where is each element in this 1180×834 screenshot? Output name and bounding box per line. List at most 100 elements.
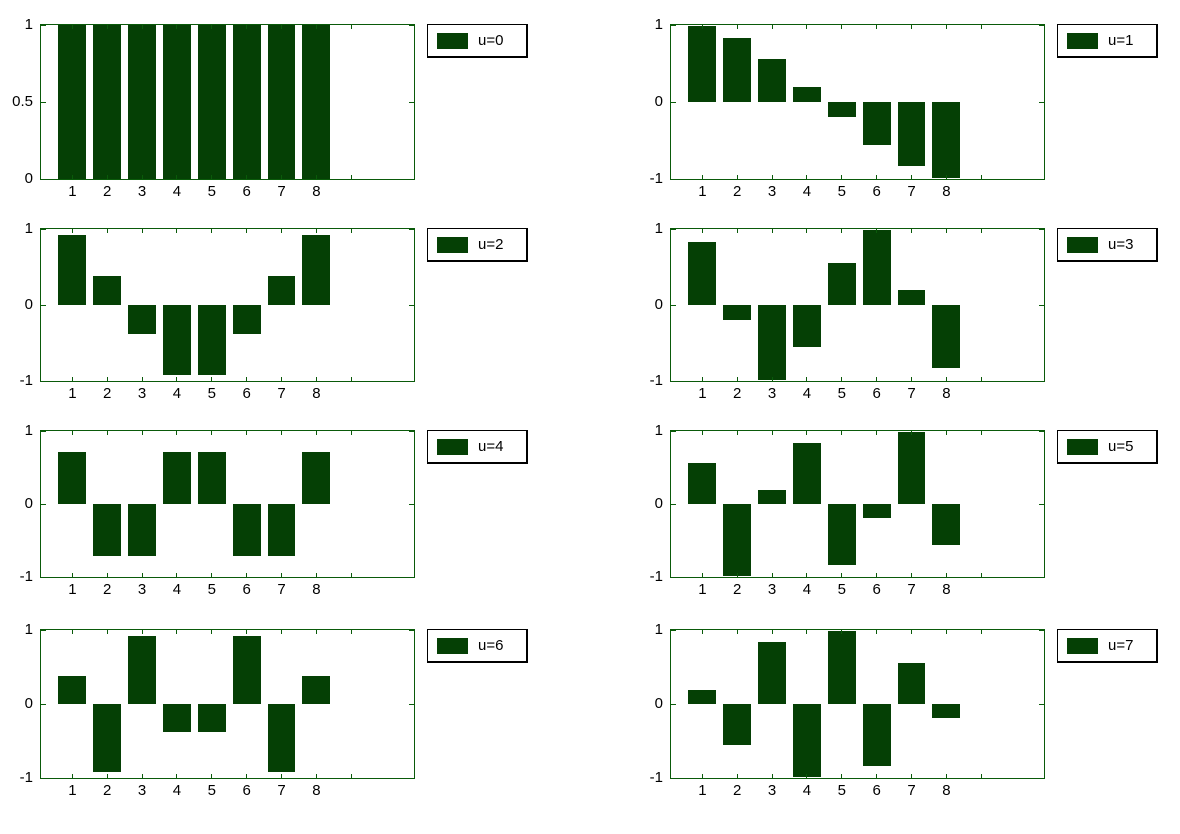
plot-area-u4: 1 2 3 4 5 6 7 8 -1 0 1 <box>20 422 415 597</box>
x-tick <box>736 573 738 577</box>
y-tick-right <box>1039 703 1044 705</box>
x-tick <box>246 377 248 381</box>
plot-area-u3: 1 2 3 4 5 6 7 8 -1 0 1 <box>650 220 1045 401</box>
x-tick-label: 2 <box>103 183 112 200</box>
y-tick <box>671 380 676 382</box>
y-tick <box>671 178 676 180</box>
x-tick <box>315 175 317 179</box>
bar-x4 <box>163 452 191 504</box>
x-tick <box>106 377 108 381</box>
x-tick <box>911 774 913 778</box>
legend-u7: u=7 <box>1057 629 1158 663</box>
x-tick-label: 3 <box>767 581 777 598</box>
x-tick-label: 7 <box>907 183 916 200</box>
bar-x1 <box>58 234 87 305</box>
x-tick-top <box>246 25 248 29</box>
x-tick-top <box>911 630 913 634</box>
y-tick-right <box>409 703 414 705</box>
x-tick-top <box>945 229 947 233</box>
y-tick <box>41 430 46 432</box>
x-tick-label: 5 <box>207 782 216 799</box>
bar-x1 <box>688 241 717 305</box>
y-tick-label: -1 <box>19 568 33 585</box>
bar-x7 <box>267 504 296 556</box>
y-tick <box>671 777 676 779</box>
x-tick <box>980 573 982 577</box>
x-tick <box>876 175 878 179</box>
y-tick-label: -1 <box>19 769 33 786</box>
y-tick-right <box>1039 430 1044 432</box>
x-tick-label: 1 <box>698 581 707 598</box>
bar-x1 <box>688 463 717 504</box>
legend-label: u=0 <box>478 32 504 49</box>
y-tick <box>41 503 46 505</box>
bar-x6 <box>862 102 891 145</box>
bar-x4 <box>163 704 191 733</box>
y-tick-right <box>409 304 414 306</box>
x-tick <box>176 774 178 778</box>
y-tick-label: 1 <box>24 16 33 33</box>
x-tick-label: 2 <box>733 581 742 598</box>
x-tick-label: 2 <box>103 385 112 402</box>
x-tick-top <box>876 431 878 435</box>
x-tick <box>211 573 213 577</box>
y-tick-label: 0 <box>24 296 33 313</box>
legend-u5: u=5 <box>1057 430 1158 464</box>
y-tick <box>671 703 676 705</box>
bar-x2 <box>723 305 752 320</box>
x-tick-label: 4 <box>802 782 812 799</box>
y-tick-right <box>409 24 414 26</box>
x-tick-top <box>701 431 703 435</box>
y-tick-label: 0 <box>24 170 33 187</box>
y-tick-label: 0 <box>24 495 33 512</box>
x-tick <box>246 573 248 577</box>
x-tick-top <box>841 25 843 29</box>
x-tick <box>736 175 738 179</box>
x-tick <box>736 377 738 381</box>
legend-u1: u=1 <box>1057 24 1158 58</box>
x-tick-label: 7 <box>907 385 916 402</box>
y-tick-label: 1 <box>654 621 663 638</box>
x-tick-top <box>246 630 248 634</box>
x-tick <box>911 175 913 179</box>
x-tick <box>71 377 73 381</box>
bar-x7 <box>267 704 296 773</box>
x-tick-label: 4 <box>802 385 812 402</box>
x-tick-top <box>911 25 913 29</box>
x-tick-top <box>736 229 738 233</box>
x-tick-label: 6 <box>872 782 881 799</box>
x-tick <box>315 573 317 577</box>
bar-x2 <box>723 704 752 746</box>
bar-x6 <box>232 305 261 335</box>
x-tick-label: 3 <box>767 782 777 799</box>
legend-swatch-icon <box>1067 637 1098 654</box>
y-tick <box>671 24 676 26</box>
x-tick-top <box>141 25 143 29</box>
x-tick <box>71 175 73 179</box>
x-tick <box>841 175 843 179</box>
bar-x4 <box>793 704 821 777</box>
x-tick <box>876 573 878 577</box>
bar-x5 <box>197 452 226 504</box>
x-tick-top <box>841 431 843 435</box>
x-tick <box>106 175 108 179</box>
bar-x5 <box>827 631 856 704</box>
x-tick <box>350 774 352 778</box>
x-tick <box>701 377 703 381</box>
y-tick-right <box>409 101 414 103</box>
x-tick-top <box>176 431 178 435</box>
bar-x2 <box>93 25 122 179</box>
x-tick-top <box>771 25 773 29</box>
x-tick-top <box>141 229 143 233</box>
plot-area-u6: 1 2 3 4 5 6 7 8 -1 0 1 <box>20 621 415 798</box>
x-tick-label: 5 <box>837 183 846 200</box>
x-tick-top <box>281 431 283 435</box>
x-tick-label: 8 <box>942 581 951 598</box>
x-tick <box>945 573 947 577</box>
y-tick-right <box>1039 304 1044 306</box>
x-tick-label: 1 <box>68 782 77 799</box>
